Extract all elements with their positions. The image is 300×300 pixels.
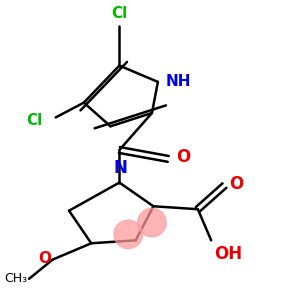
Text: CH₃: CH₃ bbox=[4, 272, 28, 285]
Text: N: N bbox=[114, 159, 128, 177]
Circle shape bbox=[138, 208, 166, 237]
Text: Cl: Cl bbox=[26, 113, 42, 128]
Text: NH: NH bbox=[165, 74, 191, 89]
Circle shape bbox=[114, 220, 142, 249]
Text: OH: OH bbox=[214, 245, 242, 263]
Text: O: O bbox=[176, 148, 190, 166]
Text: O: O bbox=[229, 175, 243, 193]
Text: O: O bbox=[38, 250, 51, 266]
Text: Cl: Cl bbox=[111, 6, 128, 21]
